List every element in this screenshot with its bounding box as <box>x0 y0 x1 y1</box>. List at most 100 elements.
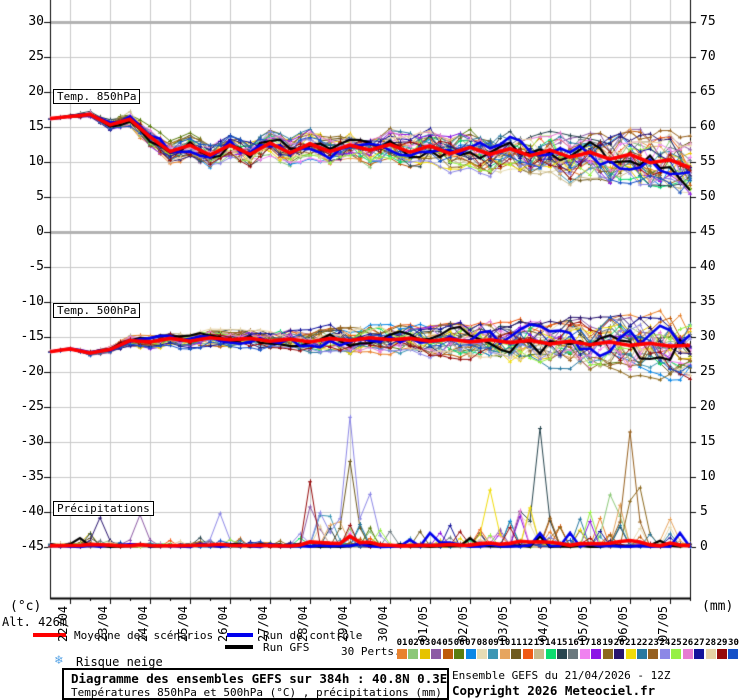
perturbation-number: 26 <box>682 638 694 648</box>
perturbation-color-swatch <box>408 649 419 659</box>
perturbation-number: 28 <box>705 638 717 648</box>
panel-label-precipitations: Précipitations <box>53 501 154 516</box>
y-axis-tick-left: 20 <box>28 84 44 99</box>
legend-perts-label: 30 Perts. <box>341 645 401 658</box>
perturbation-color-swatch <box>499 649 510 659</box>
perturbation-number: 14 <box>545 638 556 648</box>
x-axis-date-label: 25/04 <box>176 605 190 642</box>
legend-mean-label: Moyenne des scénarios <box>74 629 214 642</box>
perturbation-color-swatch <box>442 649 453 659</box>
diagram-info-box: Diagramme des ensembles GEFS sur 384h : … <box>62 668 449 700</box>
y-axis-tick-right: 75 <box>700 14 716 29</box>
perturbation-color-swatch <box>717 649 728 659</box>
control-line-swatch <box>227 633 253 637</box>
y-axis-tick-right: 30 <box>700 329 716 344</box>
perturbation-number: 09 <box>488 638 499 648</box>
perturbation-color-swatch <box>488 649 499 659</box>
perturbation-number: 27 <box>693 638 705 648</box>
perturbation-number: 12 <box>522 638 534 648</box>
snow-risk-label: Risque neige <box>76 655 163 669</box>
y-axis-tick-right: 70 <box>700 49 716 64</box>
perturbation-color-swatch <box>671 649 682 659</box>
y-axis-tick-left: -40 <box>20 504 44 519</box>
panel-label-500hpa: Temp. 500hPa <box>53 303 141 318</box>
perturbation-color-swatch <box>454 649 465 659</box>
perturbation-color-swatch <box>591 649 602 659</box>
x-axis-date-label: 04/05 <box>536 605 550 642</box>
y-axis-tick-right: 0 <box>700 539 708 554</box>
x-axis-date-label: 30/04 <box>376 605 390 642</box>
perturbation-number: 24 <box>659 638 671 648</box>
perturbation-number: 15 <box>556 638 568 648</box>
perturbation-number: 19 <box>602 638 614 648</box>
perturbation-number: 20 <box>613 638 625 648</box>
perturbation-number: 23 <box>648 638 659 648</box>
y-axis-tick-left: -20 <box>20 364 44 379</box>
perturbation-color-swatch <box>728 649 739 659</box>
y-axis-tick-left: -45 <box>20 539 44 554</box>
perturbation-color-swatch <box>614 649 625 659</box>
perturbation-number: 17 <box>579 638 591 648</box>
diagram-title: Diagramme des ensembles GEFS sur 384h : … <box>71 671 448 686</box>
perturbation-number: 13 <box>533 638 545 648</box>
diagram-subtitle: Températures 850hPa et 500hPa (°C) , pré… <box>71 686 442 699</box>
perturbation-number: 04 <box>430 638 442 648</box>
y-axis-tick-left: 25 <box>28 49 44 64</box>
perturbation-color-swatch <box>568 649 579 659</box>
y-axis-tick-right: 5 <box>700 504 708 519</box>
perturbation-color-swatch <box>397 649 407 659</box>
y-axis-tick-right: 35 <box>700 294 716 309</box>
y-axis-tick-left: 15 <box>28 119 44 134</box>
perturbation-number: 06 <box>453 638 465 648</box>
perturbation-color-swatch <box>511 649 522 659</box>
perturbation-color-swatch <box>648 649 659 659</box>
x-axis-date-label: 01/05 <box>416 605 430 642</box>
perturbation-number: 11 <box>510 638 522 648</box>
perturbation-number: 29 <box>716 638 728 648</box>
altitude-label: Alt. 426m <box>2 615 68 629</box>
legend-gfs-label: Run GFS <box>263 641 310 654</box>
perturbation-color-swatch <box>579 649 590 659</box>
perturbation-number: 25 <box>670 638 682 648</box>
y-axis-tick-left: 30 <box>28 14 44 29</box>
perturbation-color-swatch <box>637 649 648 659</box>
y-axis-tick-right: 50 <box>700 189 716 204</box>
x-axis-date-label: 23/04 <box>96 605 110 642</box>
perturbation-color-swatch <box>522 649 533 659</box>
y-axis-tick-left: 10 <box>28 154 44 169</box>
perturbation-number: 22 <box>636 638 648 648</box>
left-axis-unit: (°c) <box>10 599 42 614</box>
x-axis-date-label: 27/04 <box>256 605 270 642</box>
perturbation-number: 16 <box>568 638 579 648</box>
snowflake-icon: ❄ <box>55 653 63 668</box>
perturbation-number: 07 <box>465 638 476 648</box>
y-axis-tick-left: 0 <box>36 224 44 239</box>
y-axis-tick-right: 25 <box>700 364 716 379</box>
perturbation-color-swatch <box>465 649 476 659</box>
y-axis-tick-right: 65 <box>700 84 716 99</box>
perturbation-color-swatch <box>694 649 705 659</box>
legend-control-label: Run de contrôle <box>263 629 363 642</box>
perturbation-number: 10 <box>499 638 511 648</box>
perturbation-color-swatch <box>431 649 442 659</box>
x-axis-date-label: 06/05 <box>616 605 630 642</box>
y-axis-tick-left: 5 <box>36 189 44 204</box>
perturbation-number: 08 <box>476 638 488 648</box>
y-axis-tick-left: -15 <box>20 329 44 344</box>
perturbation-number: 02 <box>408 638 419 648</box>
y-axis-tick-right: 60 <box>700 119 716 134</box>
perturbation-number: 21 <box>625 638 637 648</box>
x-axis-date-label: 26/04 <box>216 605 230 642</box>
copyright: Copyright 2026 Meteociel.fr <box>452 683 656 698</box>
run-info: Ensemble GEFS du 21/04/2026 - 12Z <box>452 669 671 682</box>
x-axis-date-label: 05/05 <box>576 605 590 642</box>
y-axis-tick-right: 15 <box>700 434 716 449</box>
y-axis-tick-right: 20 <box>700 399 716 414</box>
mean-line-swatch <box>33 633 66 637</box>
perturbation-color-swatch <box>557 649 568 659</box>
x-axis-date-label: 29/04 <box>336 605 350 642</box>
perturbation-color-swatch <box>705 649 716 659</box>
perturbation-color-swatch <box>545 649 556 659</box>
y-axis-tick-right: 55 <box>700 154 716 169</box>
